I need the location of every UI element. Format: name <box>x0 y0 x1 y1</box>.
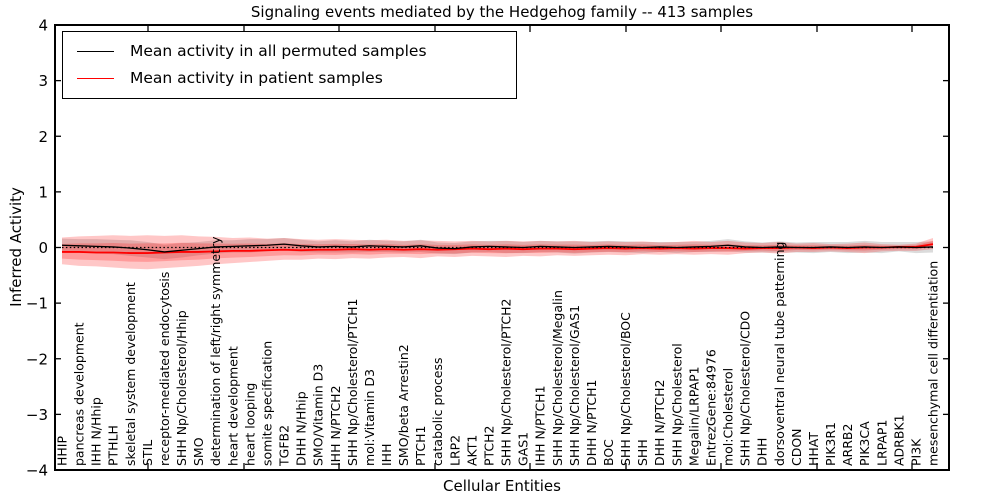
y-tick-label: 4 <box>38 17 48 35</box>
category-label: IHH N/PTCH1 <box>533 385 548 466</box>
category-label: CDON <box>789 428 804 466</box>
y-tick-label: −3 <box>26 406 48 424</box>
category-label: SHH Np/Cholesterol <box>669 343 684 466</box>
legend-row: Mean activity in all permuted samples <box>63 37 516 64</box>
category-label: pancreas development <box>72 322 87 466</box>
category-label: mol:Cholesterol <box>721 368 736 466</box>
category-label: LRP2 <box>447 435 462 466</box>
legend: Mean activity in all permuted samples Mea… <box>62 31 517 99</box>
category-label: GAS1 <box>516 432 531 466</box>
y-tick-label: −2 <box>26 350 48 368</box>
legend-label: Mean activity in all permuted samples <box>130 42 427 60</box>
y-tick-label: 3 <box>38 72 48 90</box>
category-label: IHH N/PTCH2 <box>328 385 343 466</box>
chart-title: Signaling events mediated by the Hedgeho… <box>250 3 754 21</box>
category-label: SMO/Vitamin D3 <box>311 364 326 466</box>
category-label: heart development <box>225 346 240 466</box>
category-label: Megalin/LRPAP1 <box>686 366 701 466</box>
category-label: LRPAP1 <box>874 420 889 466</box>
y-tick-label: −4 <box>26 462 48 480</box>
legend-line-sample <box>77 78 114 79</box>
category-label: DHH N/PTCH1 <box>584 380 599 466</box>
category-label: catabolic process <box>430 357 445 466</box>
category-label: DHH N/Hhip <box>294 391 309 466</box>
category-label: BOC <box>601 439 616 466</box>
category-label: mol:Vitamin D3 <box>362 369 377 466</box>
category-label: skeletal system development <box>123 282 138 466</box>
category-label: heart looping <box>242 383 257 466</box>
category-label: EntrezGene:84976 <box>703 349 718 466</box>
category-label: STIL <box>140 440 155 466</box>
category-label: mesenchymal cell differentiation <box>926 261 941 466</box>
category-label: receptor-mediated endocytosis <box>157 272 172 466</box>
category-label: PTHLH <box>106 425 121 466</box>
category-label: determination of left/right symmetry <box>208 236 223 466</box>
legend-row: Mean activity in patient samples <box>63 64 516 91</box>
patient-std-band-outer <box>62 235 933 270</box>
category-label: TGFB2 <box>277 425 292 467</box>
x-axis-label: Cellular Entities <box>443 477 561 495</box>
category-label: SHH Np/Cholesterol/Hhip <box>174 310 189 466</box>
category-label: ARRB2 <box>840 424 855 466</box>
category-label: SHH Np/Cholesterol/PTCH1 <box>345 298 360 466</box>
category-label: SHH Np/Cholesterol/PTCH2 <box>499 299 514 466</box>
category-label: PTCH1 <box>413 425 428 466</box>
category-label: IHH N/Hhip <box>89 397 104 466</box>
category-label: SHH Np/Cholesterol/GAS1 <box>567 305 582 466</box>
y-tick-label: −1 <box>26 295 48 313</box>
category-label: PI3K <box>908 438 923 466</box>
category-label: ADRBK1 <box>891 414 906 466</box>
category-label: HHIP <box>55 436 70 466</box>
y-tick-label: 1 <box>38 183 48 201</box>
y-tick-label: 2 <box>38 128 48 146</box>
legend-line-sample <box>77 51 114 52</box>
category-label: somite specification <box>259 341 274 466</box>
category-label: PIK3R1 <box>823 422 838 466</box>
category-label: HHAT <box>806 432 821 466</box>
category-label: SHH Np/Cholesterol/CDO <box>738 311 753 466</box>
category-label: DHH <box>755 438 770 466</box>
category-label: SMO <box>191 437 206 466</box>
category-label: SHH Np/Cholesterol/Megalin <box>550 290 565 466</box>
category-label: PIK3CA <box>857 421 872 466</box>
category-label: SHH <box>635 439 650 466</box>
category-label: PTCH2 <box>481 425 496 466</box>
legend-label: Mean activity in patient samples <box>130 69 383 87</box>
category-label: SHH Np/Cholesterol/BOC <box>618 312 633 466</box>
category-label: IHH <box>379 444 394 467</box>
category-label: SMO/beta Arrestin2 <box>396 344 411 466</box>
y-tick-label: 0 <box>38 239 48 257</box>
category-label: AKT1 <box>464 435 479 466</box>
category-label: dorsoventral neural tube patterning <box>772 242 787 467</box>
category-label: DHH N/PTCH2 <box>652 380 667 466</box>
